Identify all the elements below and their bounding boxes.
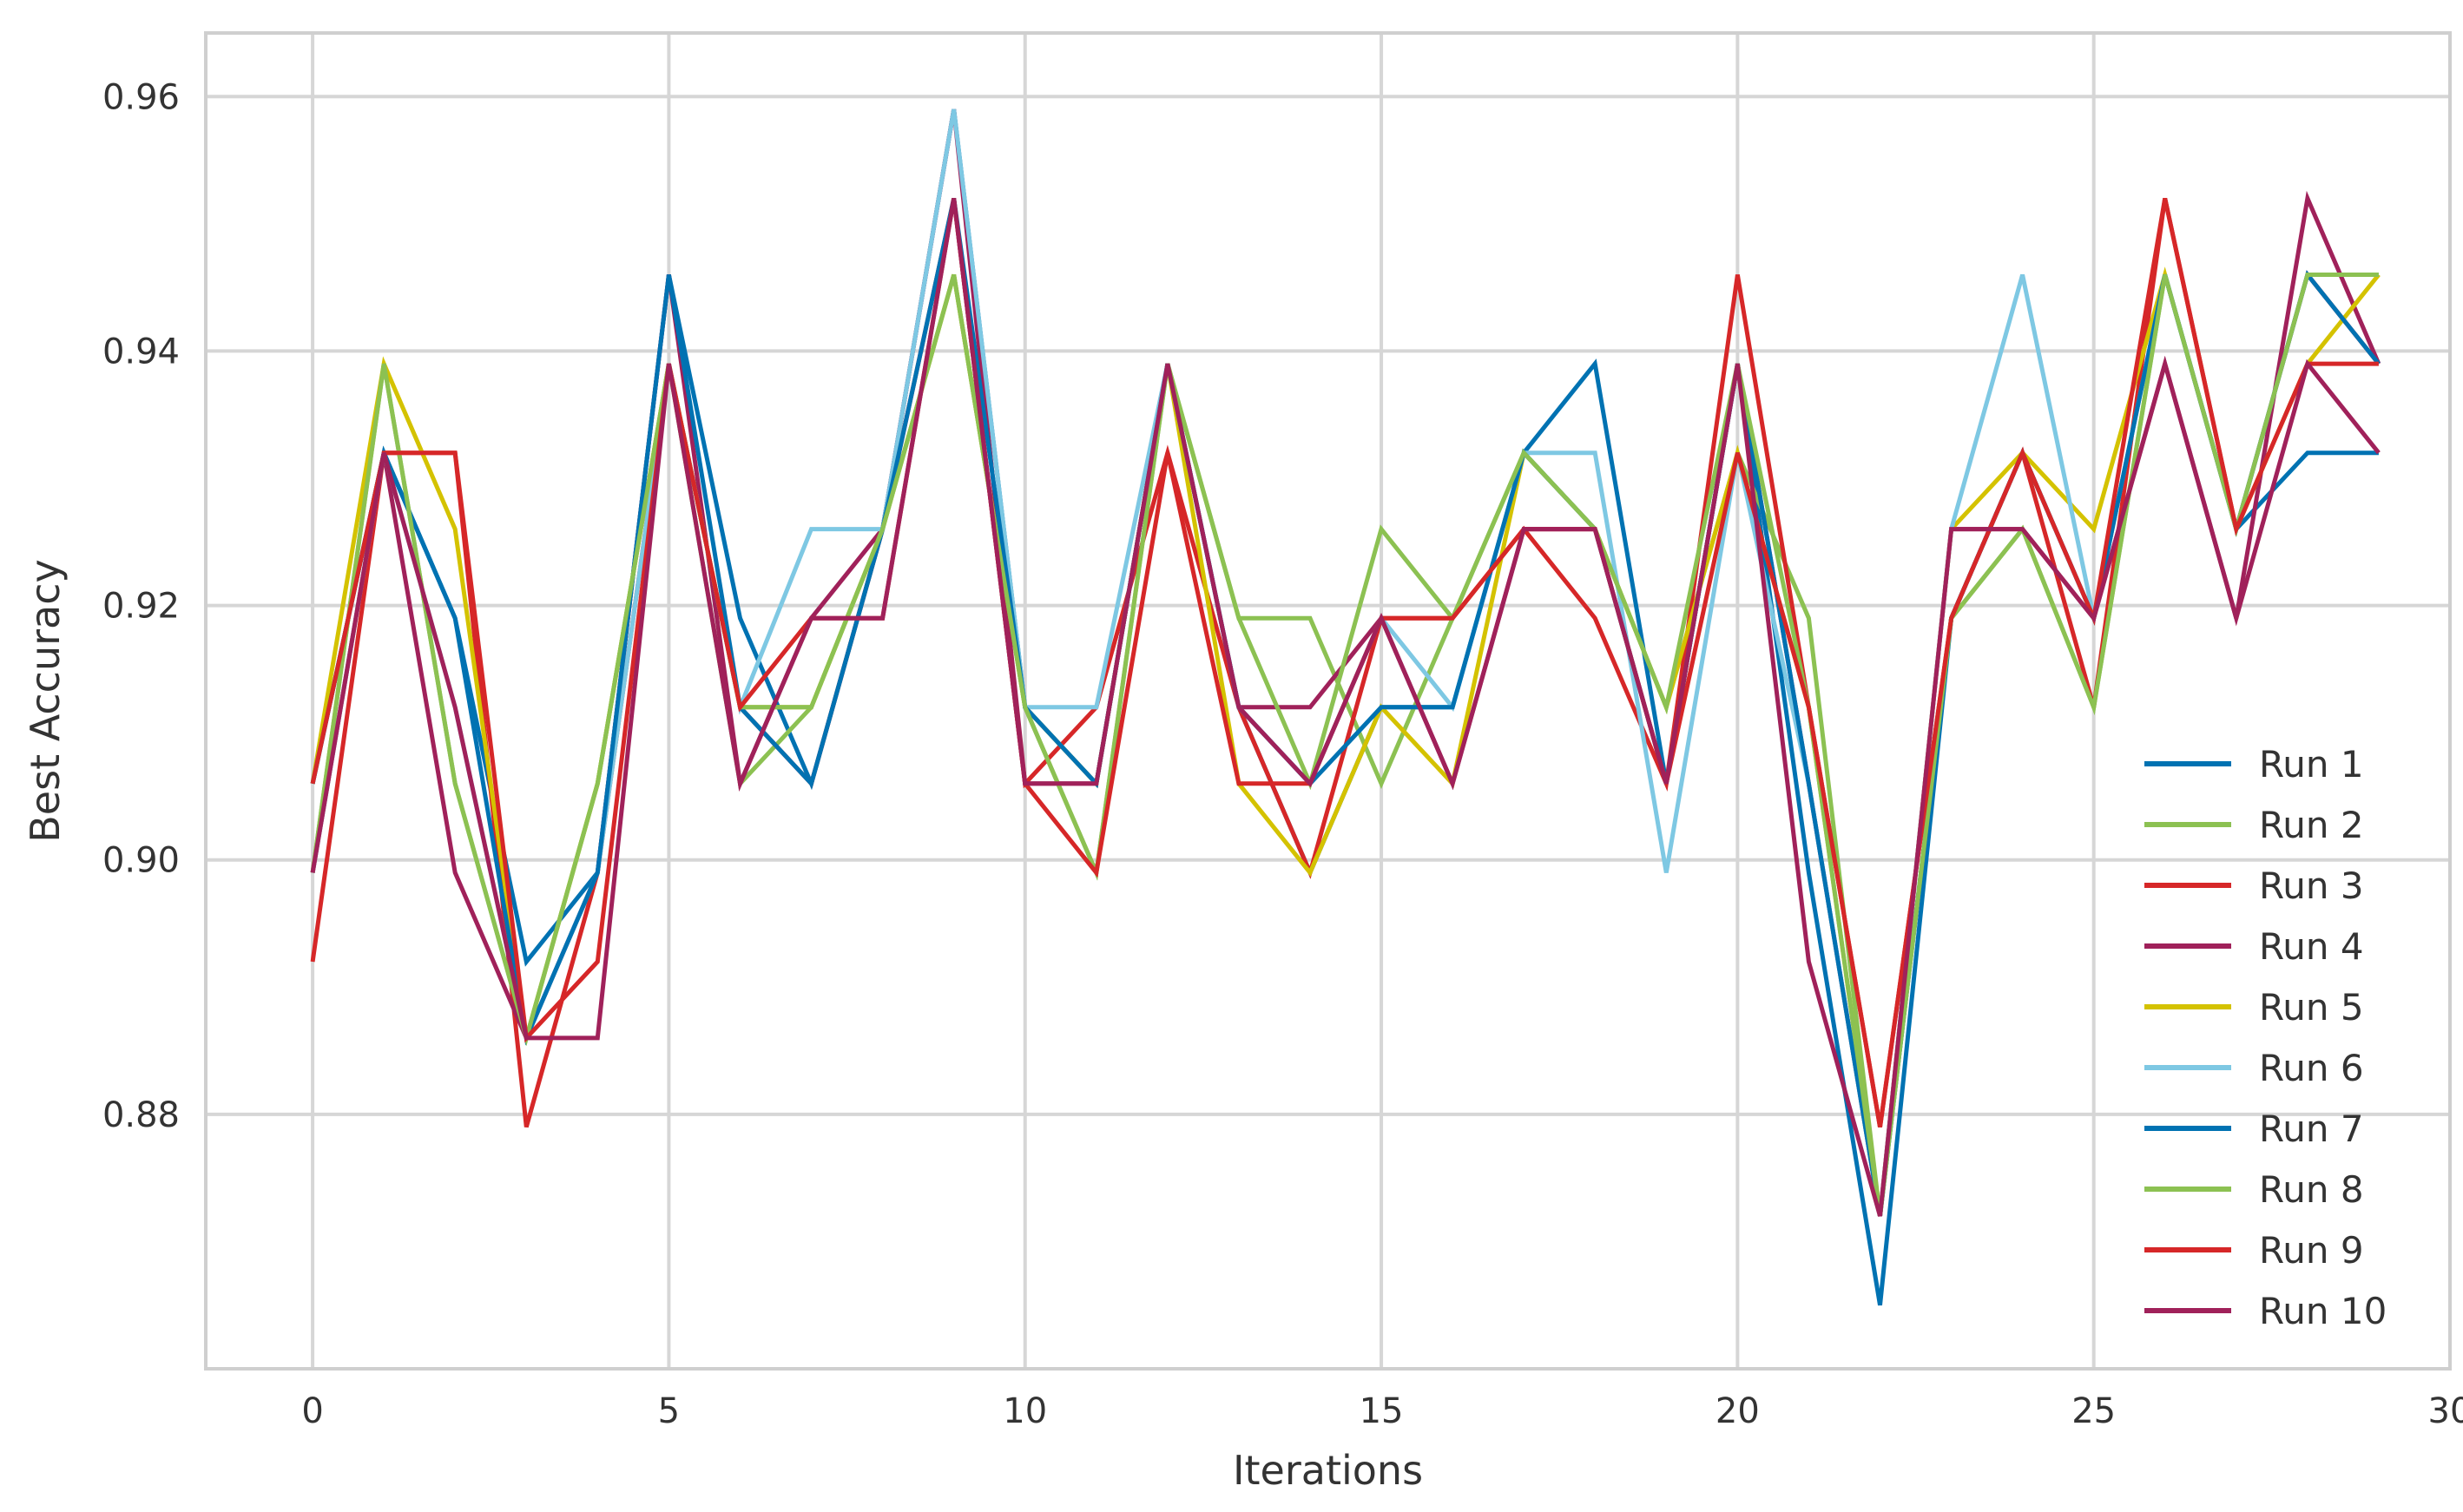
legend-label: Run 10 [2259,1290,2387,1332]
y-tick-label: 0.94 [102,332,180,371]
series-line-run-8 [310,273,2379,1217]
y-tick-label: 0.90 [102,841,180,881]
y-tick-label: 0.92 [102,587,180,627]
x-axis-label: Iterations [1233,1447,1423,1494]
legend-label: Run 7 [2259,1108,2364,1150]
legend: Run 1 Run 2 Run 3 Run 4 Run 5 Run 6 Run 7 Run 8… [2144,743,2387,1332]
legend-label: Run 6 [2259,1047,2364,1089]
series-lines [310,108,2381,1306]
x-tick-label: 0 [301,1391,323,1431]
x-tick-label: 25 [2071,1391,2116,1431]
y-axis-ticks: 0.88 0.90 0.92 0.94 0.96 [102,77,180,1135]
legend-label: Run 4 [2259,925,2364,968]
x-tick-label: 15 [1360,1391,1404,1431]
x-tick-label: 20 [1716,1391,1760,1431]
series-line-run-10 [310,198,2381,1217]
x-tick-label: 30 [2428,1391,2463,1431]
legend-label: Run 1 [2259,743,2364,786]
y-tick-label: 0.96 [102,77,180,117]
y-tick-label: 0.88 [102,1095,180,1135]
legend-label: Run 5 [2259,986,2364,1029]
x-tick-label: 5 [658,1391,680,1431]
legend-label: Run 2 [2259,804,2364,846]
x-tick-label: 10 [1003,1391,1047,1431]
legend-label: Run 3 [2259,864,2364,907]
legend-label: Run 9 [2259,1229,2364,1272]
x-axis-ticks: 0 5 10 15 20 25 30 [301,1391,2463,1431]
legend-label: Run 8 [2259,1168,2364,1211]
y-axis-label: Best Accuracy [22,559,69,843]
plot-area [204,31,2452,1371]
